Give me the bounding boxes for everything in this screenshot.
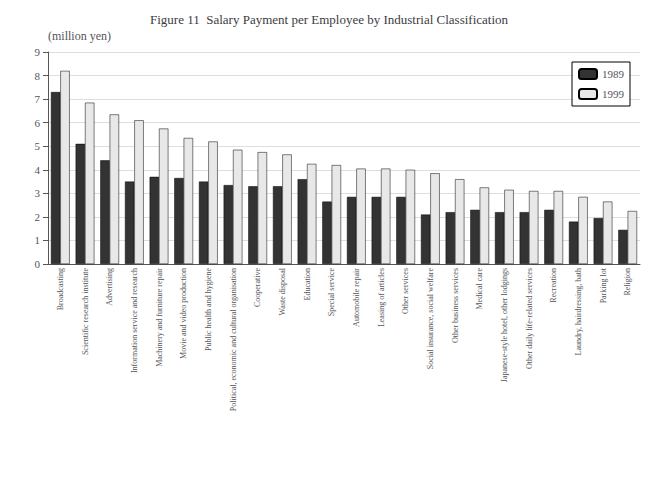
svg-text:Movie and video production: Movie and video production	[179, 268, 188, 359]
svg-text:Other daily life-related servi: Other daily life-related services	[525, 268, 534, 369]
svg-text:9: 9	[35, 46, 41, 58]
svg-text:6: 6	[35, 117, 41, 129]
svg-text:Advertising: Advertising	[105, 268, 114, 306]
svg-text:(million yen): (million yen)	[48, 29, 111, 43]
svg-text:Cooperative: Cooperative	[253, 268, 262, 308]
svg-text:Recreation: Recreation	[549, 268, 558, 303]
svg-text:1: 1	[35, 234, 41, 246]
svg-text:Medical care: Medical care	[475, 268, 484, 310]
svg-text:Religion: Religion	[623, 268, 632, 296]
svg-text:Laundry, hairdressing, bath: Laundry, hairdressing, bath	[574, 268, 583, 355]
svg-text:4: 4	[35, 164, 41, 176]
svg-text:Other services: Other services	[401, 268, 410, 314]
svg-text:Education: Education	[303, 268, 312, 300]
svg-text:Scientific research institute: Scientific research institute	[81, 268, 90, 356]
svg-text:1989: 1989	[602, 68, 625, 80]
svg-text:Information service and resear: Information service and research	[130, 268, 139, 373]
svg-text:Public health and hygiene: Public health and hygiene	[204, 268, 213, 351]
svg-text:Leasing of articles: Leasing of articles	[377, 268, 386, 327]
svg-text:3: 3	[35, 187, 41, 199]
svg-text:8: 8	[35, 70, 41, 82]
svg-text:Parking lot: Parking lot	[599, 267, 608, 303]
svg-text:Social insurance, social welfa: Social insurance, social welfare	[426, 268, 435, 370]
svg-text:Political, economic and cultur: Political, economic and cultural organis…	[229, 268, 238, 411]
svg-text:7: 7	[35, 93, 41, 105]
svg-text:Machinery and furniture repair: Machinery and furniture repair	[155, 268, 164, 367]
svg-text:Waste disposal: Waste disposal	[278, 267, 287, 315]
svg-text:Japanese-style hotel, other lo: Japanese-style hotel, other lodgings	[500, 268, 509, 382]
svg-text:Broadcasting: Broadcasting	[56, 268, 65, 310]
svg-text:Automobile repair: Automobile repair	[352, 268, 361, 327]
svg-text:Figure 11 Salary Payment per: Figure 11 Salary Payment per Employee by…	[150, 12, 509, 27]
svg-text:Special service: Special service	[327, 268, 336, 317]
svg-text:Other business services: Other business services	[451, 268, 460, 343]
svg-text:2: 2	[35, 211, 41, 223]
svg-text:5: 5	[35, 140, 41, 152]
svg-text:1999: 1999	[602, 88, 625, 100]
svg-text:0: 0	[35, 258, 41, 270]
